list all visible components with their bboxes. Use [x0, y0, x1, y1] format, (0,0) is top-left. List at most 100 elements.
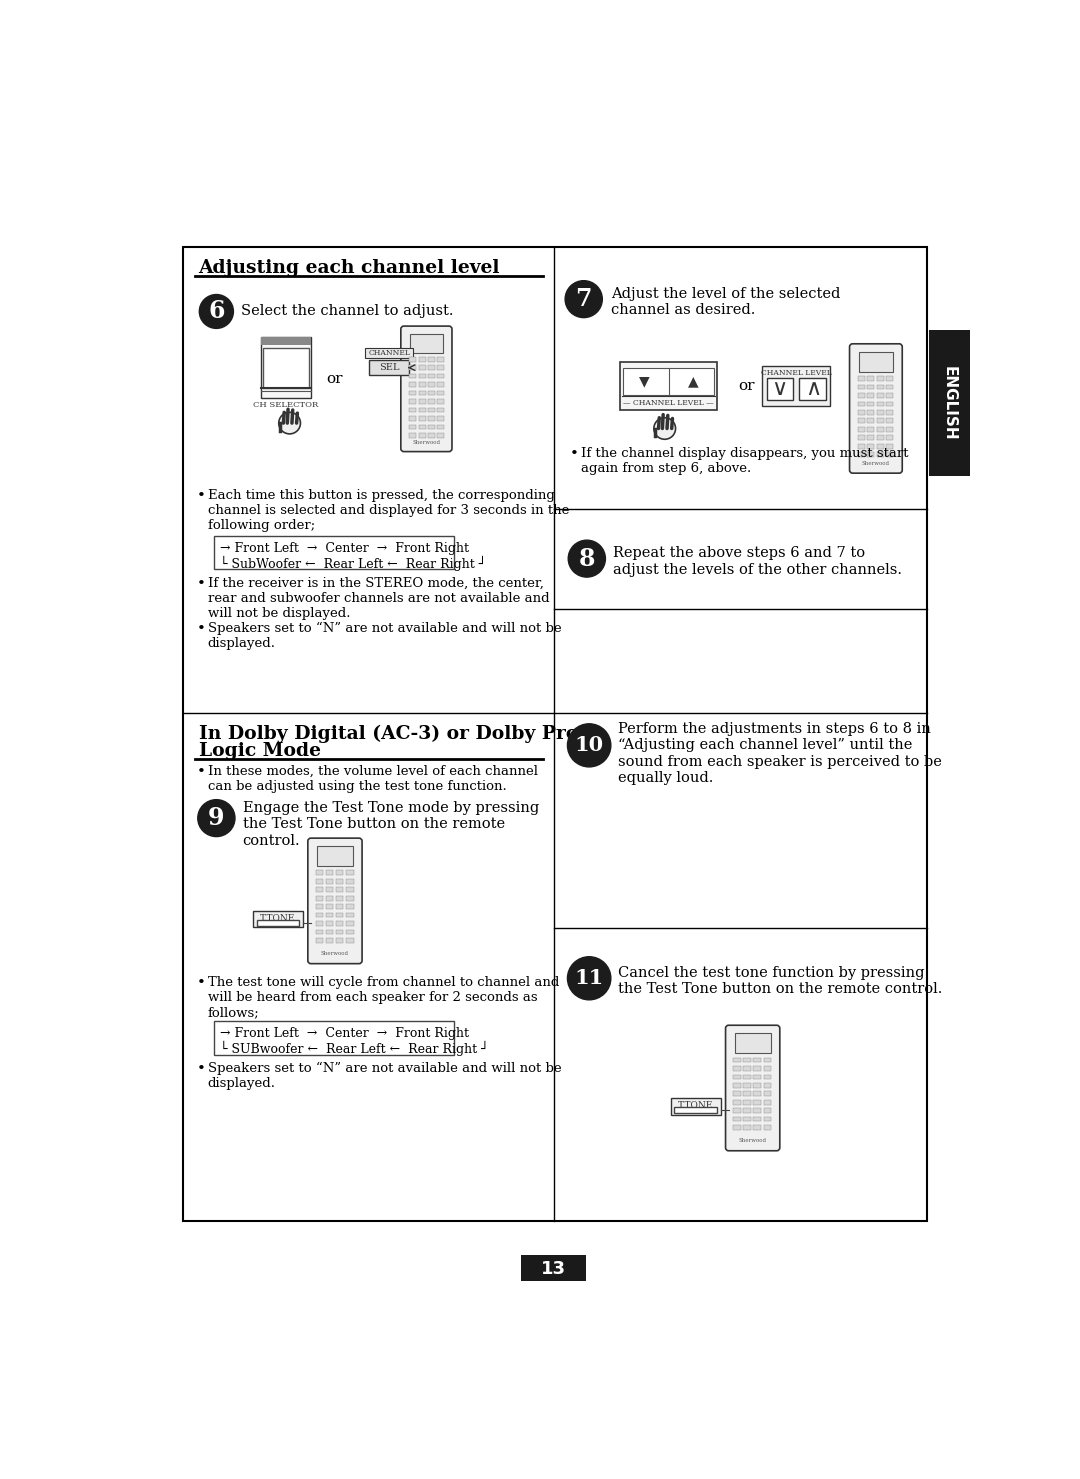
- Bar: [867, 419, 875, 423]
- Bar: [257, 920, 299, 926]
- Text: Sherwood: Sherwood: [739, 1139, 767, 1143]
- Bar: [326, 938, 334, 942]
- Bar: [929, 330, 970, 476]
- Bar: [346, 913, 353, 917]
- Text: •: •: [197, 621, 206, 636]
- Text: In these modes, the volume level of each channel
can be adjusted using the test : In these modes, the volume level of each…: [207, 765, 538, 793]
- Bar: [437, 382, 444, 387]
- Bar: [859, 410, 865, 414]
- Bar: [409, 399, 416, 404]
- Bar: [336, 930, 343, 935]
- Bar: [867, 410, 875, 414]
- Bar: [315, 930, 323, 935]
- Bar: [214, 1021, 455, 1055]
- Bar: [733, 1092, 741, 1096]
- Bar: [867, 453, 875, 457]
- Text: T.TONE: T.TONE: [260, 914, 295, 923]
- Bar: [743, 1100, 751, 1105]
- Text: •: •: [197, 976, 206, 989]
- Bar: [253, 911, 303, 927]
- Bar: [754, 1108, 761, 1114]
- Bar: [437, 365, 444, 370]
- Bar: [428, 416, 435, 422]
- Bar: [743, 1057, 751, 1062]
- Circle shape: [198, 800, 235, 837]
- Text: •: •: [197, 490, 206, 503]
- Bar: [754, 1117, 761, 1121]
- Bar: [419, 382, 426, 387]
- Text: ∨: ∨: [771, 379, 787, 401]
- Bar: [743, 1075, 751, 1080]
- Bar: [743, 1083, 751, 1087]
- Bar: [419, 433, 426, 438]
- Text: — CHANNEL LEVEL —: — CHANNEL LEVEL —: [623, 399, 714, 407]
- Bar: [734, 1032, 770, 1053]
- Bar: [326, 921, 334, 926]
- Bar: [326, 887, 334, 892]
- Circle shape: [653, 417, 676, 439]
- Bar: [437, 408, 444, 413]
- Text: Sherwood: Sherwood: [862, 460, 890, 466]
- Bar: [409, 356, 416, 361]
- Circle shape: [279, 413, 300, 433]
- Text: ENGLISH: ENGLISH: [942, 365, 957, 441]
- Bar: [762, 367, 831, 407]
- Bar: [620, 362, 717, 410]
- FancyBboxPatch shape: [726, 1025, 780, 1151]
- Bar: [315, 896, 323, 901]
- Bar: [315, 887, 323, 892]
- Bar: [410, 334, 443, 353]
- Bar: [346, 879, 353, 883]
- Bar: [859, 444, 865, 448]
- Bar: [764, 1057, 771, 1062]
- Bar: [437, 433, 444, 438]
- Bar: [877, 402, 883, 407]
- Bar: [336, 921, 343, 926]
- Bar: [886, 427, 893, 432]
- Text: Adjust the level of the selected
channel as desired.: Adjust the level of the selected channel…: [611, 287, 840, 317]
- Bar: [326, 896, 334, 901]
- Bar: [877, 427, 883, 432]
- Bar: [419, 374, 426, 379]
- Bar: [877, 453, 883, 457]
- Text: 11: 11: [575, 969, 604, 988]
- Bar: [886, 419, 893, 423]
- Bar: [346, 930, 353, 935]
- Bar: [315, 913, 323, 917]
- Bar: [733, 1117, 741, 1121]
- Bar: [743, 1108, 751, 1114]
- Bar: [318, 846, 353, 865]
- Bar: [437, 399, 444, 404]
- Bar: [886, 444, 893, 448]
- Bar: [877, 376, 883, 380]
- Bar: [326, 904, 334, 910]
- Bar: [315, 879, 323, 883]
- Bar: [733, 1126, 741, 1130]
- Bar: [428, 382, 435, 387]
- Text: •: •: [570, 447, 579, 461]
- Bar: [877, 393, 883, 398]
- Text: In Dolby Digital (AC-3) or Dolby Pro: In Dolby Digital (AC-3) or Dolby Pro: [199, 725, 578, 744]
- Bar: [733, 1057, 741, 1062]
- Bar: [437, 374, 444, 379]
- Text: •: •: [197, 1062, 206, 1077]
- Bar: [764, 1100, 771, 1105]
- Bar: [867, 427, 875, 432]
- Bar: [867, 393, 875, 398]
- Text: Select the channel to adjust.: Select the channel to adjust.: [241, 303, 454, 318]
- Bar: [859, 427, 865, 432]
- Bar: [346, 904, 353, 910]
- Bar: [369, 359, 409, 376]
- Text: └ SubWoofer ←  Rear Left ←  Rear Right ┘: └ SubWoofer ← Rear Left ← Rear Right ┘: [220, 556, 486, 571]
- Bar: [326, 930, 334, 935]
- Text: → Front Left  →  Center  →  Front Right: → Front Left → Center → Front Right: [220, 541, 469, 555]
- Bar: [877, 435, 883, 441]
- Bar: [336, 913, 343, 917]
- Bar: [336, 871, 343, 876]
- Bar: [764, 1066, 771, 1071]
- Bar: [754, 1057, 761, 1062]
- Text: CHANNEL LEVEL: CHANNEL LEVEL: [760, 370, 832, 377]
- Bar: [754, 1066, 761, 1071]
- Text: Sherwood: Sherwood: [321, 951, 349, 955]
- Bar: [674, 1106, 717, 1114]
